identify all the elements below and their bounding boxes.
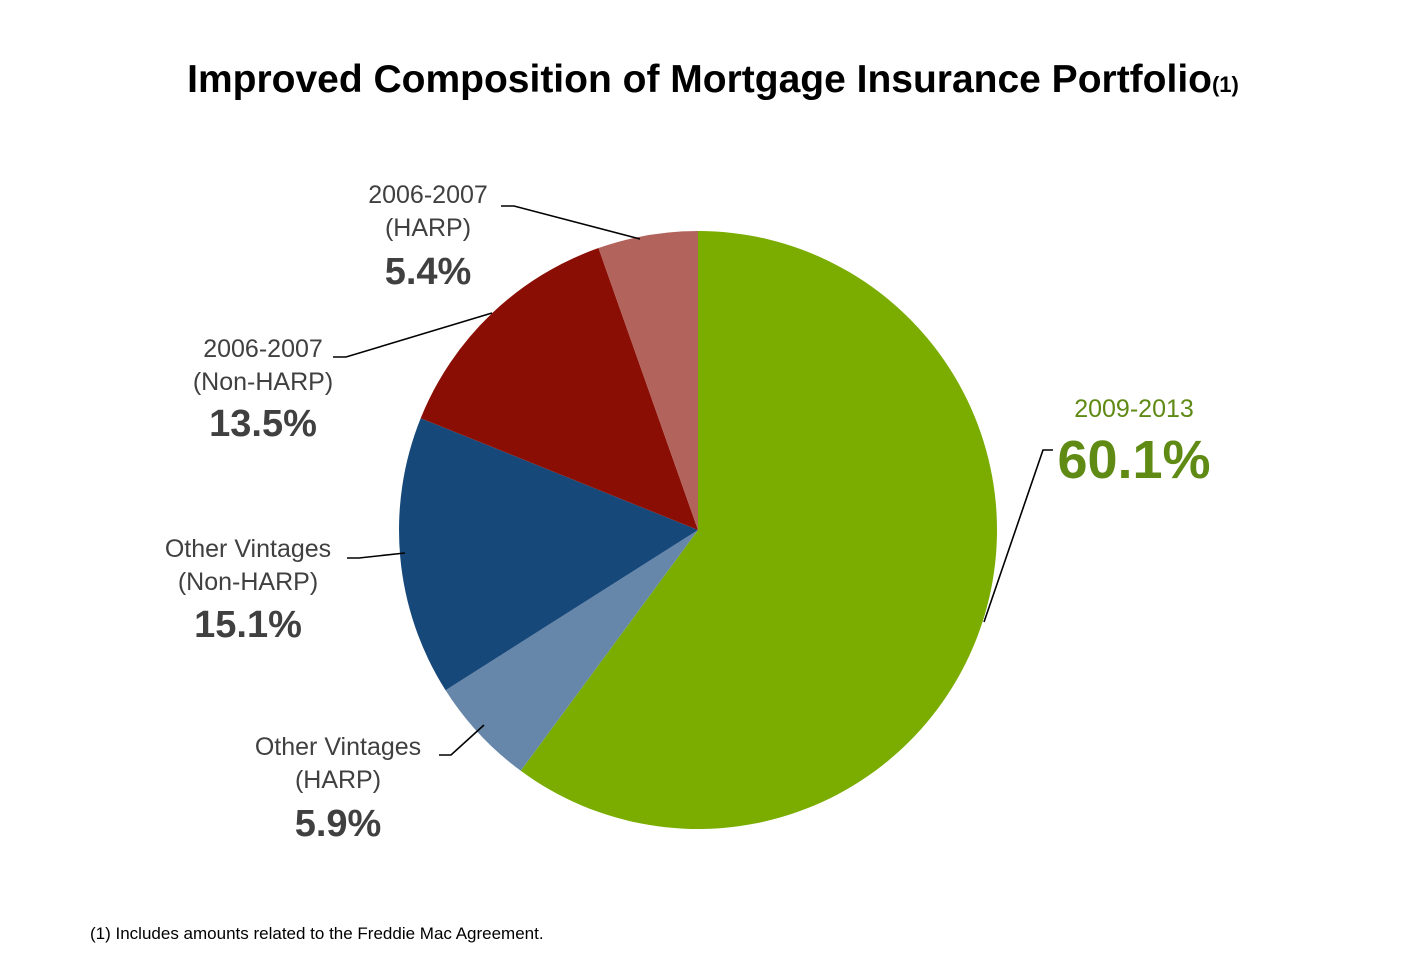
- pie-slice-3: [420, 248, 698, 531]
- leader-line-2: [347, 552, 406, 559]
- leader-line-4: [501, 205, 641, 240]
- pie-slices: [399, 231, 998, 830]
- leader-lines: [333, 205, 1053, 756]
- slice-value-2: 15.1%: [194, 604, 302, 646]
- slice-value-3: 13.5%: [209, 403, 317, 445]
- leader-line-1: [439, 724, 485, 756]
- slice-label-4-1: (HARP): [385, 214, 471, 242]
- slice-value-1: 5.9%: [295, 803, 382, 845]
- slice-labels: 2009-2013 60.1% Other Vintages (HARP) 5.9% Ot…: [165, 181, 1211, 845]
- slice-value-0: 60.1%: [1057, 430, 1210, 490]
- slice-value-4: 5.4%: [385, 251, 472, 293]
- slice-label-0-0: 2009-2013: [1074, 395, 1194, 423]
- slice-label-3-0: 2006-2007: [203, 335, 323, 363]
- slice-label-1-0: Other Vintages: [255, 733, 421, 761]
- pie-slice-2: [399, 418, 698, 691]
- slice-label-2-0: Other Vintages: [165, 535, 331, 563]
- slice-label-1-1: (HARP): [295, 766, 381, 794]
- slice-label-3-1: (Non-HARP): [193, 368, 333, 396]
- leader-line-0: [983, 449, 1053, 623]
- slice-label-4-0: 2006-2007: [368, 181, 488, 209]
- pie-slice-1: [445, 530, 698, 771]
- chart-title-text: Improved Composition of Mortgage Insuran…: [187, 58, 1212, 101]
- pie-slice-4: [598, 231, 698, 530]
- chart-title: Improved Composition of Mortgage Insuran…: [0, 58, 1426, 102]
- pie-slice-0: [520, 231, 998, 830]
- slice-label-2-1: (Non-HARP): [178, 568, 318, 596]
- leader-line-3: [333, 312, 493, 358]
- chart-title-note: (1): [1211, 72, 1239, 97]
- footnote: (1) Includes amounts related to the Fred…: [90, 924, 544, 943]
